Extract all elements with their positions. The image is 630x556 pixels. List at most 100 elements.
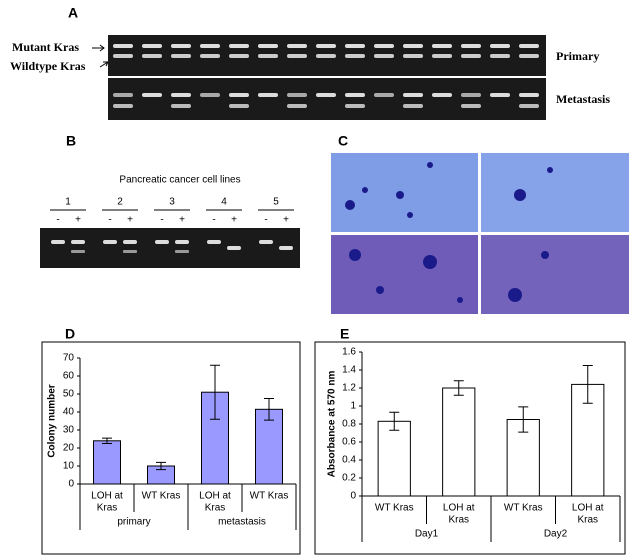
error-bar [518, 406, 529, 433]
panel-title: Pancreatic cancer cell lines [119, 175, 240, 186]
gel-band [113, 93, 133, 97]
gel [108, 78, 546, 120]
gel-band [519, 104, 539, 108]
x-tick-label: LOH at [199, 491, 231, 502]
row-label: Wildtype Kras [10, 59, 86, 73]
gel-band [287, 54, 307, 58]
gel-band [258, 44, 278, 48]
treatment-label: + [75, 215, 81, 226]
colony [362, 187, 368, 193]
colony-image [331, 235, 478, 314]
gel-band [123, 240, 137, 244]
gel-band [374, 54, 394, 58]
gel-band [229, 93, 249, 97]
gel-band [345, 44, 365, 48]
gel-band [403, 54, 423, 58]
panel-label: A [68, 5, 78, 21]
y-tick-label: 1 [350, 401, 356, 412]
gel-band [461, 54, 481, 58]
panel-label: D [65, 326, 75, 342]
group-label: primary [117, 517, 150, 528]
lane-label: 2 [117, 197, 123, 208]
bar [93, 440, 121, 485]
panel-label: C [338, 133, 348, 149]
error-bar [389, 411, 400, 431]
gel-band [229, 104, 249, 108]
x-tick-label: WT Kras [375, 503, 414, 514]
gel-band [519, 93, 539, 97]
gel-band [171, 93, 191, 97]
y-tick-label: 1.6 [342, 347, 356, 358]
gel-band [374, 44, 394, 48]
gel-band [51, 240, 65, 244]
lane-label: 4 [221, 197, 227, 208]
y-tick-label: 0 [350, 491, 356, 502]
lane-label: 5 [273, 197, 279, 208]
colony [547, 167, 553, 173]
gel-band [279, 246, 293, 250]
gel-band [207, 240, 221, 244]
gel-band [123, 250, 137, 253]
colony-image [481, 153, 629, 232]
colony-image [331, 153, 478, 232]
treatment-label: - [108, 215, 111, 226]
x-tick-label: LOH at [91, 491, 123, 502]
y-tick-label: 50 [63, 389, 75, 400]
gel-band [227, 246, 241, 250]
x-tick-label: Kras [205, 503, 226, 514]
gel-band [113, 54, 133, 58]
panel-label: E [340, 326, 349, 342]
arrow [92, 44, 109, 68]
error-bar [210, 364, 220, 420]
gel-band [403, 104, 423, 108]
x-tick-label: LOH at [572, 503, 604, 514]
colony [345, 200, 355, 210]
gel-band [432, 93, 452, 97]
y-tick-label: 1.4 [342, 365, 356, 376]
gel-band [287, 93, 307, 97]
treatment-label: + [231, 215, 237, 226]
colony [423, 255, 437, 269]
panel-frame [314, 341, 626, 555]
gel-band [490, 44, 510, 48]
bar [442, 387, 476, 497]
colony [349, 249, 361, 261]
gel-band [374, 93, 394, 97]
gel-band [519, 54, 539, 58]
gel-band [259, 240, 273, 244]
y-tick-label: 0.2 [342, 473, 356, 484]
gel-label: Metastasis [556, 92, 610, 106]
gel-band [171, 54, 191, 58]
gel-band [316, 44, 336, 48]
gel-band [287, 44, 307, 48]
treatment-label: - [160, 215, 163, 226]
y-axis-label: Colony number [47, 384, 58, 457]
treatment-label: + [179, 215, 185, 226]
x-tick-label: LOH at [443, 503, 475, 514]
gel-band [113, 104, 133, 108]
x-tick-label: Kras [97, 503, 118, 514]
gel-band [171, 44, 191, 48]
gel-band [403, 44, 423, 48]
gel-band [258, 54, 278, 58]
y-tick-label: 30 [63, 425, 75, 436]
gel-band [490, 93, 510, 97]
gel-band [229, 44, 249, 48]
gel-band [287, 104, 307, 108]
y-tick-label: 70 [63, 353, 75, 364]
gel-band [200, 44, 220, 48]
error-bar [582, 365, 593, 404]
row-label: Mutant Kras [12, 40, 79, 54]
gel-band [175, 240, 189, 244]
colony [508, 288, 522, 302]
bar [201, 391, 229, 485]
treatment-label: + [283, 215, 289, 226]
y-tick-label: 0 [68, 479, 74, 490]
gel-band [345, 93, 365, 97]
colony-image [481, 235, 629, 314]
group-label: Day2 [544, 529, 568, 540]
error-bar [264, 398, 274, 421]
colony [427, 162, 433, 168]
x-tick-label: WT Kras [250, 491, 289, 502]
